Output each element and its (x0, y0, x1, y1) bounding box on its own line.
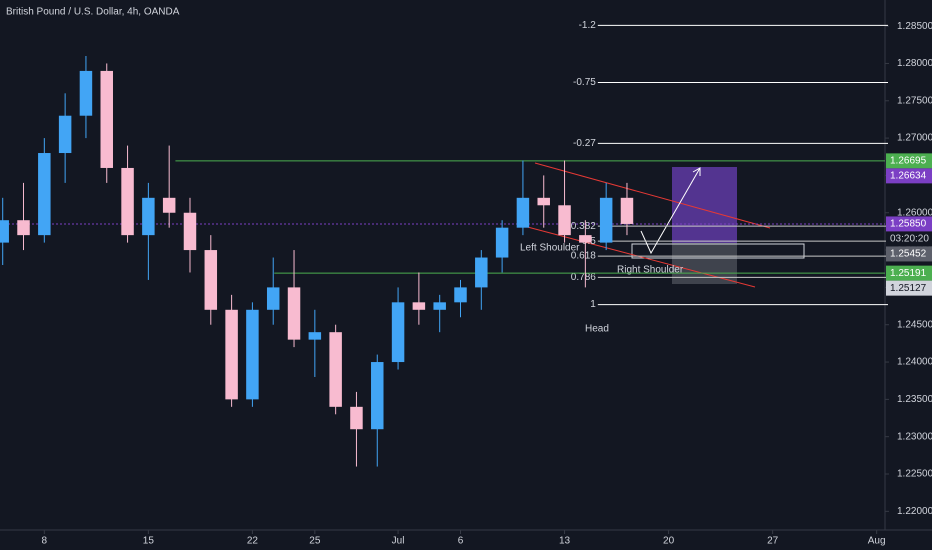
candle-body (121, 167, 134, 236)
price-marker (886, 280, 932, 296)
candle-body (79, 70, 93, 116)
candle-body (371, 362, 384, 430)
annotation: Head (585, 324, 609, 335)
y-tick-label: 1.27500 (897, 95, 932, 106)
candle-body (17, 220, 30, 236)
x-tick-label: Jul (392, 536, 405, 547)
candle-body (599, 197, 613, 243)
candle-body (38, 153, 51, 236)
arrow-head (692, 167, 701, 176)
candle-body (225, 309, 238, 400)
target-zone (672, 167, 737, 243)
x-tick-label: 27 (767, 536, 779, 547)
y-tick-label: 1.27000 (897, 133, 932, 144)
candle-body (350, 406, 363, 430)
entry-zone (631, 243, 805, 259)
fib-label: 0.382 (571, 221, 596, 232)
candle-body (58, 115, 72, 154)
fib-label: -0.75 (573, 77, 596, 88)
price-marker-label: 1.25452 (890, 249, 927, 260)
candle-body (162, 197, 176, 213)
candle-body (516, 197, 530, 228)
x-tick-label: 15 (143, 536, 155, 547)
x-tick-label: Aug (868, 536, 886, 547)
annotation: Left Shoulder (520, 243, 580, 254)
y-tick-label: 1.24000 (897, 357, 932, 368)
candle-body (391, 302, 405, 363)
candle-body (100, 70, 113, 168)
candle-body (287, 287, 301, 340)
fib-label: 0.786 (571, 272, 596, 283)
candle-body (495, 227, 509, 258)
x-tick-label: 22 (247, 536, 259, 547)
y-tick-label: 1.23000 (897, 431, 932, 442)
countdown-box (886, 231, 932, 247)
y-tick-label: 1.23500 (897, 394, 932, 405)
price-marker (886, 168, 932, 184)
price-marker (886, 216, 932, 232)
price-marker (886, 153, 932, 169)
x-tick-label: 8 (42, 536, 48, 547)
x-tick-label: 25 (309, 536, 321, 547)
candle-body (454, 287, 467, 303)
candle-body (246, 309, 259, 400)
price-marker-label: 1.26634 (890, 171, 927, 182)
annotation: Right Shoulder (617, 265, 684, 276)
candle-body (308, 332, 322, 340)
candle-body (558, 205, 571, 236)
countdown: 03:20:20 (890, 234, 929, 245)
candle-body (620, 197, 634, 224)
y-tick-label: 1.22000 (897, 506, 932, 517)
price-marker-label: 1.25191 (890, 268, 927, 279)
y-tick-label: 1.26000 (897, 207, 932, 218)
y-tick-label: 1.28000 (897, 58, 932, 69)
fib-label: -0.27 (573, 138, 596, 149)
price-marker (886, 265, 932, 281)
trend-line (534, 162, 771, 229)
price-marker-label: 1.26695 (890, 156, 927, 167)
fib-label: -1.2 (579, 20, 597, 31)
projection-arrow (640, 167, 701, 255)
price-marker-label: 1.25850 (890, 219, 927, 230)
fib-label: 0.618 (571, 251, 596, 262)
candle-body (412, 302, 426, 310)
candle-body (142, 197, 155, 236)
candle-body (0, 220, 9, 243)
candle-body (329, 332, 342, 407)
candle-body (475, 257, 488, 288)
candle-body (433, 302, 446, 310)
candle-body (183, 212, 197, 251)
x-tick-label: 13 (559, 536, 571, 547)
candle-body (537, 197, 550, 206)
candle-body (204, 250, 218, 310)
fib-label: 1 (590, 299, 596, 310)
x-tick-label: 6 (458, 536, 464, 547)
price-marker-label: 1.25127 (890, 283, 927, 294)
chart-title: British Pound / U.S. Dollar, 4h, OANDA (6, 7, 180, 18)
x-tick-label: 20 (663, 536, 675, 547)
candle-body (579, 235, 592, 243)
price-marker (886, 246, 932, 262)
candle-body (266, 287, 280, 310)
y-tick-label: 1.28500 (897, 21, 932, 32)
y-tick-label: 1.22500 (897, 469, 932, 480)
y-tick-label: 1.24500 (897, 319, 932, 330)
